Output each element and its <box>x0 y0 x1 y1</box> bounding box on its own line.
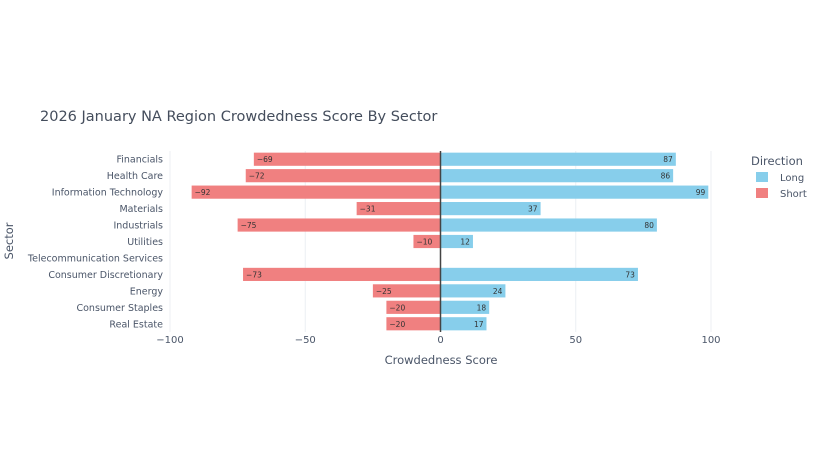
y-axis-label: Sector <box>2 222 16 259</box>
bar-short <box>372 284 441 298</box>
data-label: 73 <box>625 270 635 279</box>
bar-long <box>440 169 674 183</box>
y-tick-label: Telecommunication Services <box>27 253 163 264</box>
bar-long <box>440 185 709 199</box>
bar-short <box>245 169 441 183</box>
legend-item-long[interactable]: Long <box>756 172 804 184</box>
bar-long <box>440 218 657 232</box>
data-label: −92 <box>195 188 211 197</box>
y-tick-label: Consumer Staples <box>76 303 163 314</box>
data-label: −69 <box>257 155 273 164</box>
legend-title: Direction <box>751 154 803 168</box>
data-label: 37 <box>528 205 538 214</box>
bar-long <box>440 300 490 314</box>
bar-long <box>440 152 676 166</box>
legend-item-short[interactable]: Short <box>756 188 807 200</box>
data-label: −10 <box>416 238 432 247</box>
data-label: 12 <box>460 238 470 247</box>
data-label: −20 <box>389 320 405 329</box>
bars: 87 −69 86 −72 99 −92 37 −31 80 −75 12 −10 73 −73 24 −25… <box>191 151 709 332</box>
data-label: 24 <box>493 287 503 296</box>
y-tick-label: Energy <box>130 286 164 297</box>
chart-title: 2026 January NA Region Crowdedness Score… <box>40 109 437 125</box>
bar-short <box>413 234 441 249</box>
legend: Direction Long Short <box>751 154 807 200</box>
bar-short <box>386 300 441 314</box>
y-tick-label: Consumer Discretionary <box>48 270 163 281</box>
x-tick-label: −50 <box>295 335 316 346</box>
data-label: 87 <box>663 155 673 164</box>
x-tick-label: −100 <box>156 335 183 346</box>
y-tick-label: Utilities <box>127 237 163 248</box>
data-label: −72 <box>249 172 265 181</box>
x-axis-label: Crowdedness Score <box>385 353 498 367</box>
bar-short <box>191 185 441 199</box>
y-tick-labels: Financials Health Care Information Technol… <box>27 155 163 331</box>
x-tick-label: 100 <box>701 335 720 346</box>
bar-short <box>243 267 441 281</box>
data-label: −73 <box>246 270 262 279</box>
bar-long <box>440 284 506 298</box>
bar-short <box>386 317 441 331</box>
x-tick-labels: −100 −50 0 50 100 <box>156 335 720 346</box>
y-tick-label: Financials <box>116 155 163 166</box>
y-tick-label: Health Care <box>107 171 163 182</box>
legend-swatch-long <box>756 172 768 182</box>
bar-short <box>253 152 441 166</box>
y-tick-label: Materials <box>119 204 163 215</box>
bar-long <box>440 317 487 331</box>
bar-long <box>440 202 541 216</box>
data-label: −31 <box>360 205 376 214</box>
y-tick-label: Information Technology <box>52 188 164 199</box>
x-tick-label: 0 <box>437 335 443 346</box>
data-label: 99 <box>696 188 706 197</box>
bar-long <box>440 234 473 249</box>
x-tick-label: 50 <box>569 335 582 346</box>
data-label: 18 <box>477 303 487 312</box>
data-label: 86 <box>661 172 671 181</box>
bar-long <box>440 267 638 281</box>
bar-short <box>356 202 441 216</box>
legend-label-short: Short <box>780 189 807 200</box>
bar-short <box>237 218 441 232</box>
y-tick-label: Real Estate <box>109 319 163 330</box>
data-label: 80 <box>644 221 654 230</box>
data-label: −20 <box>389 303 405 312</box>
data-label: 17 <box>474 320 484 329</box>
legend-label-long: Long <box>780 173 804 184</box>
y-tick-label: Industrials <box>113 221 163 232</box>
data-label: −25 <box>376 287 392 296</box>
data-label: −75 <box>241 221 257 230</box>
legend-swatch-short <box>756 188 768 198</box>
